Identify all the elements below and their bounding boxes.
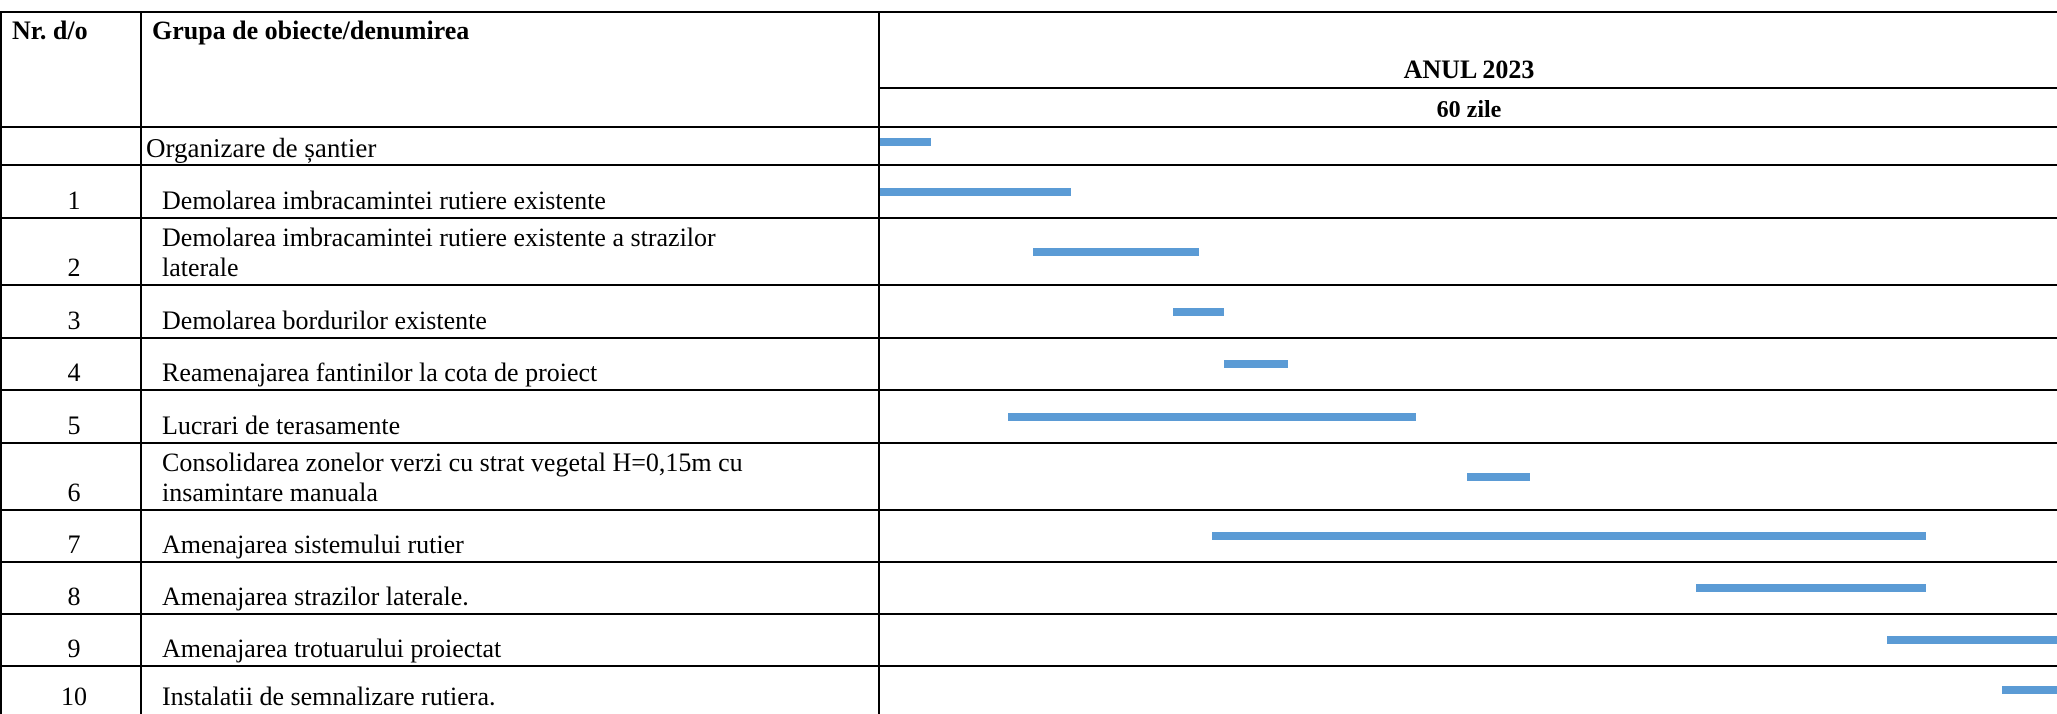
- row-number: 4: [67, 358, 81, 387]
- grid-row-border: [0, 442, 2057, 444]
- task-label: Demolarea imbracamintei rutiere existent…: [162, 186, 606, 215]
- row-number: 2: [67, 253, 81, 282]
- gantt-bar: [1173, 307, 1225, 316]
- grid-top-border: [0, 11, 2057, 13]
- gantt-bar: [880, 187, 1072, 196]
- task-label: Lucrari de terasamente: [162, 411, 401, 440]
- row-number: 8: [67, 582, 81, 611]
- task-label: Demolarea imbracamintei rutiere existent…: [162, 223, 716, 252]
- task-label: Reamenajarea fantinilor la cota de proie…: [162, 358, 598, 387]
- task-label: laterale: [162, 253, 239, 282]
- task-label: insamintare manuala: [162, 478, 378, 507]
- grid-row-border: [0, 389, 2057, 391]
- gantt-bar: [1224, 360, 1288, 368]
- gantt-bar: [2002, 686, 2057, 694]
- grid-row-border: [0, 613, 2057, 615]
- gantt-bar: [1007, 412, 1416, 421]
- grid-row-border: [0, 126, 2057, 128]
- grid-row-border: [0, 217, 2057, 219]
- task-label: Amenajarea strazilor laterale.: [162, 582, 469, 611]
- task-label: Consolidarea zonelor verzi cu strat vege…: [162, 448, 743, 477]
- gantt-bar: [1887, 636, 2057, 644]
- grid-row-border: [0, 164, 2057, 166]
- header-year: ANUL 2023: [1403, 55, 1535, 84]
- row-number: 3: [67, 306, 81, 335]
- task-label: Instalatii de semnalizare rutiera.: [162, 682, 496, 711]
- header-duration: 60 zile: [1436, 97, 1502, 123]
- grid-row-border: [0, 665, 2057, 667]
- row-number: 5: [67, 411, 81, 440]
- row-number: 1: [67, 186, 81, 215]
- gantt-bar: [1033, 247, 1199, 256]
- task-label: Amenajarea trotuarului proiectat: [162, 634, 502, 663]
- gantt-bar: [1696, 584, 1926, 592]
- gantt-bar: [880, 138, 931, 146]
- row-number: 9: [67, 634, 81, 663]
- header-group: Grupa de obiecte/denumirea: [152, 16, 470, 45]
- grid-col-divider-group: [878, 12, 880, 714]
- task-label: Organizare de șantier: [146, 133, 377, 163]
- gantt-bar: [1211, 532, 1926, 540]
- task-label: Demolarea bordurilor existente: [162, 306, 487, 335]
- task-label: Amenajarea sistemului rutier: [162, 530, 464, 559]
- row-number: 7: [67, 530, 81, 559]
- grid-col-divider-nr: [140, 12, 142, 714]
- header-nr: Nr. d/o: [12, 16, 88, 45]
- grid-row-border: [0, 561, 2057, 563]
- grid-left-border: [0, 12, 2, 714]
- grid-row-border: [0, 509, 2057, 511]
- row-number: 10: [61, 682, 87, 711]
- gantt-bar: [1466, 472, 1531, 481]
- row-number: 6: [67, 478, 81, 507]
- grid-header-divider: [879, 87, 2057, 89]
- grid-row-border: [0, 337, 2057, 339]
- grid-row-border: [0, 284, 2057, 286]
